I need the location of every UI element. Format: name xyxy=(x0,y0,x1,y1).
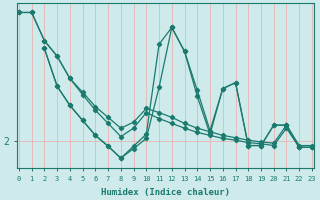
X-axis label: Humidex (Indice chaleur): Humidex (Indice chaleur) xyxy=(101,188,230,197)
